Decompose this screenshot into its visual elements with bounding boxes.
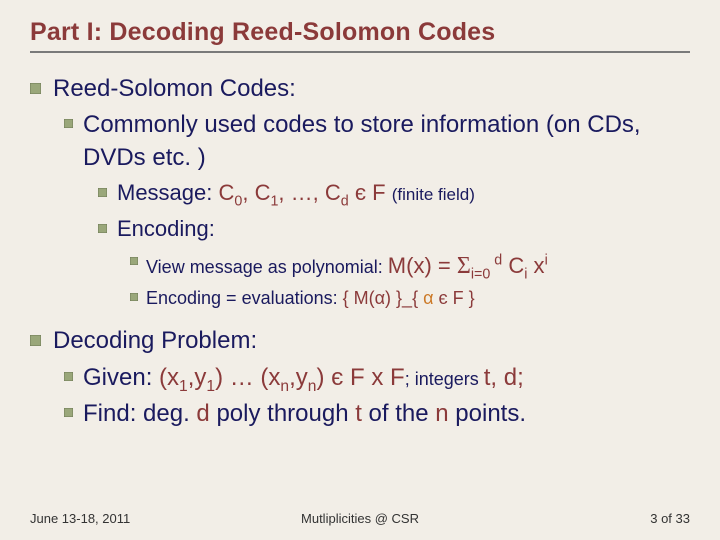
find-d: d bbox=[196, 400, 209, 427]
gp-sn: n bbox=[280, 377, 289, 394]
gp-y: ,y bbox=[188, 364, 207, 391]
square-bullet-icon bbox=[64, 119, 73, 128]
footer-title: Mutliplicities @ CSR bbox=[0, 511, 720, 526]
rs-heading: Reed-Solomon Codes: bbox=[53, 73, 296, 105]
msg-dots: , …, bbox=[278, 180, 324, 205]
square-bullet-icon bbox=[64, 372, 73, 381]
square-bullet-icon bbox=[64, 408, 73, 417]
find-mid: poly through bbox=[210, 400, 355, 427]
msg-cd: Cd bbox=[325, 180, 349, 205]
square-bullet-icon bbox=[30, 335, 41, 346]
eval-tail: є F } bbox=[433, 288, 474, 308]
gp-s1b: 1 bbox=[206, 377, 215, 394]
bullet-item-common: Commonly used codes to store information… bbox=[64, 109, 690, 174]
view-sub: i=0 d bbox=[471, 253, 502, 278]
view-line: View message as polynomial: M(x) = Σi=0 … bbox=[146, 250, 548, 284]
square-bullet-icon bbox=[98, 188, 107, 197]
bullet-item-message: Message: C0, C1, …, Cd є F (finite field… bbox=[98, 178, 690, 212]
gp-x: (x bbox=[159, 364, 179, 391]
bullet-item-decoding: Decoding Problem: bbox=[30, 325, 690, 357]
given-dots: … bbox=[230, 364, 261, 391]
given-semi: ; integers bbox=[405, 369, 484, 389]
decoding-heading: Decoding Problem: bbox=[53, 325, 257, 357]
msg-c0: C0 bbox=[219, 180, 243, 205]
bullet-item-view: View message as polynomial: M(x) = Σi=0 … bbox=[130, 250, 690, 284]
square-bullet-icon bbox=[130, 257, 138, 265]
sigma-icon: Σ bbox=[457, 253, 471, 279]
find-pre: deg. bbox=[143, 400, 196, 427]
slide-title: Part I: Decoding Reed-Solomon Codes bbox=[30, 18, 690, 47]
find-n: n bbox=[435, 400, 448, 427]
gp-close: ) bbox=[215, 364, 230, 391]
msg-sep1: , bbox=[242, 180, 254, 205]
eval-alpha: α bbox=[423, 288, 433, 308]
eval-expr: { M(α) }_{ bbox=[343, 288, 423, 308]
gp-xn: (x bbox=[260, 364, 280, 391]
find-t: t bbox=[355, 400, 362, 427]
msg-finite-field: (finite field) bbox=[392, 185, 475, 204]
eval-line: Encoding = evaluations: { M(α) }_{ α є F… bbox=[146, 286, 475, 311]
view-Ci: Ci xi bbox=[502, 253, 548, 278]
gp-s1: 1 bbox=[179, 377, 188, 394]
slide: Part I: Decoding Reed-Solomon Codes Reed… bbox=[0, 0, 720, 540]
msg-c3: C bbox=[325, 180, 341, 205]
footer-page: 3 of 33 bbox=[650, 511, 690, 526]
sum-sup: d bbox=[490, 252, 502, 268]
title-underline bbox=[30, 51, 690, 53]
msg-c1: C1 bbox=[255, 180, 279, 205]
gp-yn: ,y bbox=[289, 364, 308, 391]
bullet-item-find: Find: deg. d poly through t of the n poi… bbox=[64, 398, 690, 430]
encoding-label: Encoding: bbox=[117, 214, 215, 244]
given-label: Given: bbox=[83, 364, 159, 391]
find-mid2: of the bbox=[362, 400, 435, 427]
msg-c: C bbox=[219, 180, 235, 205]
given-pair1: (x1,y1) bbox=[159, 364, 230, 391]
find-end: points. bbox=[449, 400, 526, 427]
sup-i: i bbox=[545, 252, 548, 268]
view-M: M(x) = bbox=[388, 253, 457, 278]
message-label: Message: bbox=[117, 180, 219, 205]
gp-closen: ) bbox=[316, 364, 331, 391]
find-label: Find: bbox=[83, 400, 143, 427]
square-bullet-icon bbox=[98, 224, 107, 233]
eval-label: Encoding = evaluations: bbox=[146, 288, 343, 308]
sub-d: d bbox=[341, 194, 349, 210]
view-label: View message as polynomial: bbox=[146, 257, 388, 277]
bullet-item-rs: Reed-Solomon Codes: bbox=[30, 73, 690, 105]
msg-c2: C bbox=[255, 180, 271, 205]
common-text: Commonly used codes to store information… bbox=[83, 109, 690, 174]
bullet-item-given: Given: (x1,y1) … (xn,yn) є F x F; intege… bbox=[64, 362, 690, 397]
given-td: t, d; bbox=[484, 364, 524, 391]
bullet-item-encoding: Encoding: bbox=[98, 214, 690, 244]
square-bullet-icon bbox=[130, 293, 138, 301]
given-line: Given: (x1,y1) … (xn,yn) є F x F; intege… bbox=[83, 362, 524, 397]
given-pairn: (xn,yn) bbox=[260, 364, 331, 391]
view-C: C bbox=[502, 253, 524, 278]
view-x: x bbox=[527, 253, 544, 278]
msg-inF: є F bbox=[349, 180, 392, 205]
find-line: Find: deg. d poly through t of the n poi… bbox=[83, 398, 526, 430]
given-inF: є F x F bbox=[331, 364, 405, 391]
sum-sub: i=0 bbox=[471, 266, 490, 282]
square-bullet-icon bbox=[30, 83, 41, 94]
message-line: Message: C0, C1, …, Cd є F (finite field… bbox=[117, 178, 475, 212]
bullet-item-eval: Encoding = evaluations: { M(α) }_{ α є F… bbox=[130, 286, 690, 311]
